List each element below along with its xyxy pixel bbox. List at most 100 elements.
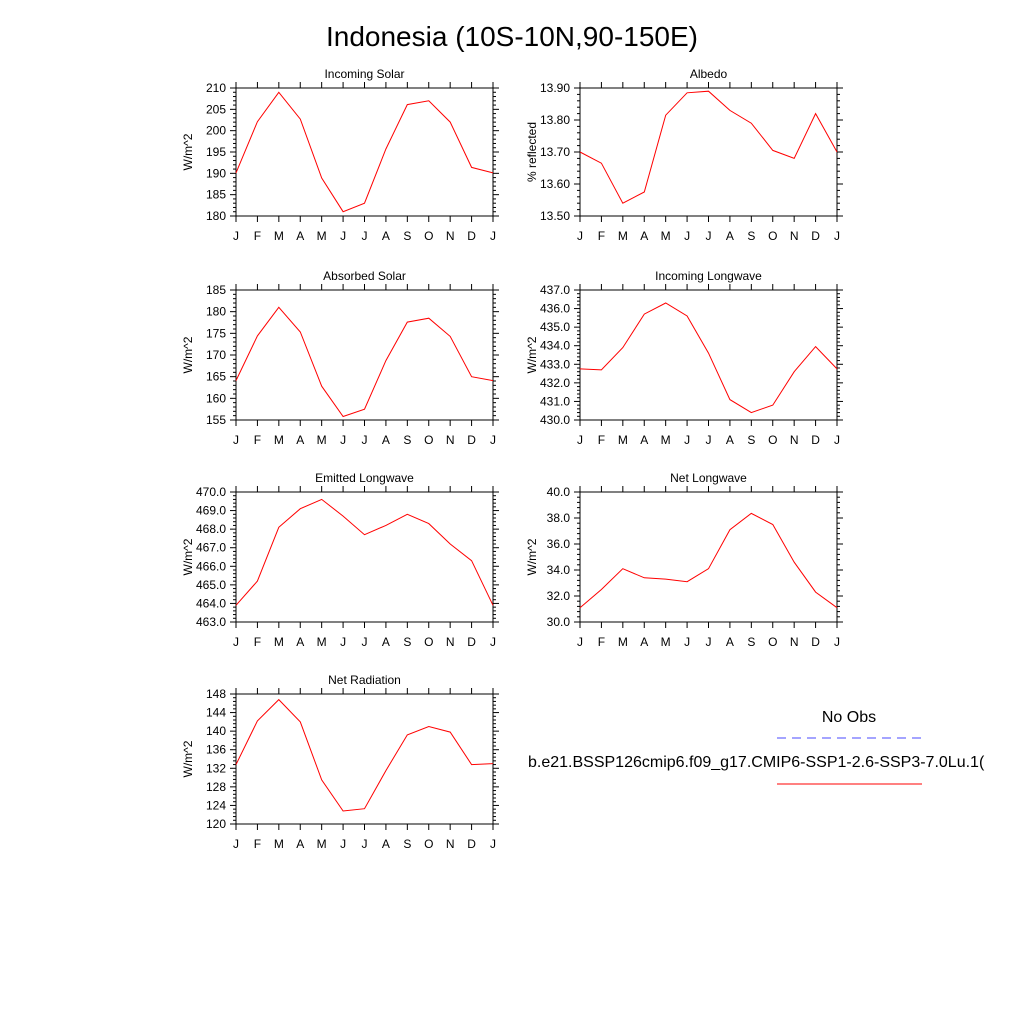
y-tick-label: 13.50 — [540, 209, 570, 223]
y-axis-label: W/m^2 — [181, 538, 195, 575]
y-tick-label: 200 — [206, 124, 226, 138]
x-tick-label: O — [424, 635, 433, 649]
panel-incoming-longwave: Incoming Longwave W/m^2 430.0 431.0 432.0 433… — [525, 269, 843, 447]
x-tick-label: J — [362, 635, 368, 649]
series-line — [235, 306, 494, 418]
x-tick-label: M — [618, 433, 628, 447]
y-tick-label: 155 — [206, 413, 226, 427]
x-tick-label: J — [233, 837, 239, 851]
x-tick-label: M — [274, 837, 284, 851]
x-tick-label: M — [317, 433, 327, 447]
legend-case-label: b.e21.BSSP126cmip6.f09_g17.CMIP6-SSP1-2.… — [528, 754, 985, 771]
legend-obs-label: No Obs — [822, 709, 876, 726]
series-line — [579, 90, 838, 204]
x-tick-label: J — [684, 229, 690, 243]
x-tick-label: F — [254, 635, 261, 649]
plot-frame — [579, 491, 838, 623]
y-tick-label: 185 — [206, 283, 226, 297]
x-tick-label: J — [233, 229, 239, 243]
y-tick-label: 124 — [206, 798, 226, 812]
panel-title: Incoming Solar — [324, 67, 404, 81]
y-tick-label: 170 — [206, 348, 226, 362]
y-tick-label: 40.0 — [547, 485, 571, 499]
y-tick-label: 436.0 — [540, 302, 570, 316]
x-tick-label: J — [233, 635, 239, 649]
x-tick-label: S — [403, 229, 411, 243]
x-tick-label: O — [424, 433, 433, 447]
y-tick-label: 434.0 — [540, 339, 570, 353]
y-axis-label: W/m^2 — [525, 336, 539, 373]
panel-title: Absorbed Solar — [323, 269, 406, 283]
y-tick-label: 180 — [206, 305, 226, 319]
y-tick-label: 465.0 — [196, 578, 226, 592]
y-tick-label: 34.0 — [547, 563, 571, 577]
x-tick-label: F — [598, 635, 605, 649]
panel-incoming-solar: Incoming Solar W/m^2 180 185 190 195 200 205 210… — [181, 67, 499, 243]
x-tick-label: M — [661, 635, 671, 649]
y-tick-label: 210 — [206, 81, 226, 95]
x-tick-label: J — [233, 433, 239, 447]
x-tick-label: A — [382, 837, 390, 851]
x-tick-label: F — [254, 837, 261, 851]
x-tick-label: J — [684, 635, 690, 649]
y-tick-label: 160 — [206, 391, 226, 405]
y-tick-label: 148 — [206, 687, 226, 701]
y-tick-label: 120 — [206, 817, 226, 831]
series-line — [235, 91, 494, 213]
y-tick-label: 32.0 — [547, 589, 571, 603]
x-tick-label: M — [274, 229, 284, 243]
x-tick-label: J — [834, 433, 840, 447]
x-tick-label: F — [254, 433, 261, 447]
x-tick-label: J — [490, 229, 496, 243]
x-tick-label: D — [467, 837, 476, 851]
x-tick-label: N — [446, 635, 455, 649]
y-tick-label: 30.0 — [547, 615, 571, 629]
x-tick-label: N — [790, 433, 799, 447]
y-tick-label: 13.80 — [540, 113, 570, 127]
x-tick-label: J — [362, 229, 368, 243]
x-tick-label: N — [790, 229, 799, 243]
y-tick-label: 36.0 — [547, 537, 571, 551]
x-tick-label: A — [640, 635, 648, 649]
series-line — [579, 302, 838, 414]
x-tick-label: J — [706, 635, 712, 649]
panel-emitted-longwave: Emitted Longwave W/m^2 463.0 464.0 465.0 466.… — [181, 471, 499, 649]
y-tick-label: 13.90 — [540, 81, 570, 95]
panel-title: Emitted Longwave — [315, 471, 414, 485]
x-tick-label: D — [811, 433, 820, 447]
x-tick-label: J — [340, 229, 346, 243]
panel-title: Albedo — [690, 67, 728, 81]
x-tick-label: M — [661, 433, 671, 447]
y-tick-label: 466.0 — [196, 559, 226, 573]
x-tick-label: F — [254, 229, 261, 243]
x-tick-label: M — [618, 229, 628, 243]
plot-frame — [235, 289, 494, 421]
y-tick-label: 190 — [206, 166, 226, 180]
x-tick-label: S — [747, 635, 755, 649]
x-tick-label: J — [490, 837, 496, 851]
plot-frame — [235, 87, 494, 217]
x-tick-label: D — [467, 635, 476, 649]
x-tick-label: A — [296, 635, 304, 649]
panel-albedo: Albedo % reflected 13.50 13.60 13.70 13.80 13.… — [525, 67, 843, 243]
y-tick-label: 38.0 — [547, 511, 571, 525]
x-tick-label: J — [490, 433, 496, 447]
y-tick-label: 469.0 — [196, 504, 226, 518]
y-tick-label: 175 — [206, 326, 226, 340]
x-tick-label: M — [317, 837, 327, 851]
figure-title: Indonesia (10S-10N,90-150E) — [326, 21, 698, 52]
panel-title: Net Longwave — [670, 471, 747, 485]
x-tick-label: S — [747, 433, 755, 447]
x-tick-label: D — [811, 229, 820, 243]
y-tick-label: 195 — [206, 145, 226, 159]
x-tick-label: F — [598, 433, 605, 447]
y-tick-label: 433.0 — [540, 357, 570, 371]
x-tick-label: O — [424, 229, 433, 243]
x-tick-label: O — [768, 433, 777, 447]
x-tick-label: J — [340, 433, 346, 447]
x-tick-label: J — [706, 229, 712, 243]
series-line — [235, 498, 494, 606]
y-tick-label: 431.0 — [540, 394, 570, 408]
x-tick-label: J — [834, 635, 840, 649]
